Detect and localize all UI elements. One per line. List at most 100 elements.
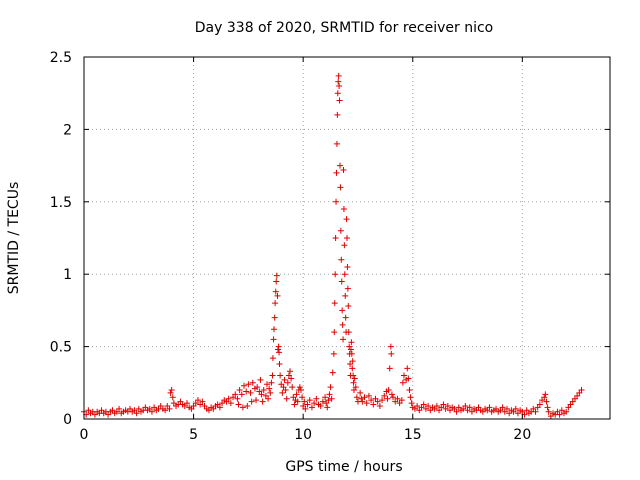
data-point: [225, 395, 232, 402]
data-point: [294, 398, 301, 405]
data-point: [337, 227, 344, 234]
data-point: [359, 398, 366, 405]
data-point: [258, 391, 265, 398]
x-tick-label: 0: [80, 427, 89, 443]
data-point: [331, 300, 338, 307]
data-point: [342, 292, 349, 299]
data-point: [283, 395, 290, 402]
data-point: [194, 397, 201, 404]
data-point: [311, 400, 318, 407]
data-point: [340, 336, 347, 343]
data-point: [269, 355, 276, 362]
data-point: [350, 372, 357, 379]
data-point: [536, 401, 543, 408]
data-point: [381, 392, 388, 399]
data-point: [302, 405, 309, 412]
data-point: [291, 401, 298, 408]
data-point: [414, 402, 421, 409]
data-point: [440, 401, 447, 408]
data-point: [420, 401, 427, 408]
data-point: [276, 349, 283, 356]
data-point: [260, 387, 267, 394]
data-point: [248, 398, 255, 405]
data-point: [406, 387, 413, 394]
data-point: [333, 140, 340, 147]
data-point: [388, 391, 395, 398]
data-point: [267, 389, 274, 396]
data-point: [279, 389, 286, 396]
data-point: [235, 401, 242, 408]
data-point: [394, 395, 401, 402]
data-point: [330, 350, 337, 357]
data-point: [340, 206, 347, 213]
y-tick-label: 1.5: [50, 195, 72, 211]
x-tick-label: 20: [513, 427, 531, 443]
data-point: [276, 360, 283, 367]
plot-frame: [83, 56, 611, 420]
data-point: [370, 401, 377, 408]
data-point: [345, 329, 352, 336]
data-point: [284, 379, 291, 386]
data-point: [339, 321, 346, 328]
data-point: [227, 400, 234, 407]
data-point: [399, 379, 406, 386]
y-tick-labels: 0 0.5 1 1.5 2 2.5: [50, 50, 72, 428]
data-point: [462, 402, 469, 409]
data-point: [486, 404, 493, 411]
data-point: [545, 408, 552, 415]
data-point: [398, 397, 405, 404]
data-point: [162, 407, 169, 414]
data-point: [400, 372, 407, 379]
data-point: [541, 394, 548, 401]
data-point: [328, 395, 335, 402]
data-point: [324, 404, 331, 411]
data-point: [239, 404, 246, 411]
data-point: [332, 271, 339, 278]
chart-title: Day 338 of 2020, SRMTID for receiver nic…: [195, 20, 493, 36]
data-point: [266, 385, 273, 392]
data-point: [348, 350, 355, 357]
data-point: [345, 303, 352, 310]
data-point: [390, 394, 397, 401]
data-point: [556, 411, 563, 418]
data-point: [352, 384, 359, 391]
data-point: [274, 292, 281, 299]
data-point: [253, 397, 260, 404]
grid-lines: [84, 57, 610, 419]
data-point: [387, 343, 394, 350]
data-point: [374, 398, 381, 405]
data-point: [341, 242, 348, 249]
data-point: [351, 375, 358, 382]
data-point: [282, 387, 289, 394]
data-point: [386, 365, 393, 372]
data-point: [335, 78, 342, 85]
data-point: [385, 387, 392, 394]
data-point: [247, 389, 254, 396]
data-point: [425, 402, 432, 409]
data-point: [349, 365, 356, 372]
data-point: [368, 397, 375, 404]
data-point: [249, 379, 256, 386]
data-point: [466, 404, 473, 411]
data-point: [343, 216, 350, 223]
data-point: [166, 405, 173, 412]
data-point: [317, 402, 324, 409]
data-point: [167, 389, 174, 396]
data-point: [357, 389, 364, 396]
x-axis-label: GPS time / hours: [285, 459, 402, 475]
data-point: [349, 358, 356, 365]
data-point: [532, 408, 539, 415]
data-point: [344, 285, 351, 292]
data-point: [578, 387, 585, 394]
data-point: [388, 350, 395, 357]
y-tick-label: 2.5: [50, 50, 72, 66]
data-point: [433, 402, 440, 409]
data-point: [257, 376, 264, 383]
data-point: [331, 329, 338, 336]
data-point: [338, 256, 345, 263]
x-tick-label: 15: [404, 427, 422, 443]
data-point: [340, 166, 347, 173]
data-point: [148, 408, 155, 415]
data-point: [336, 97, 343, 104]
data-point: [512, 405, 519, 412]
